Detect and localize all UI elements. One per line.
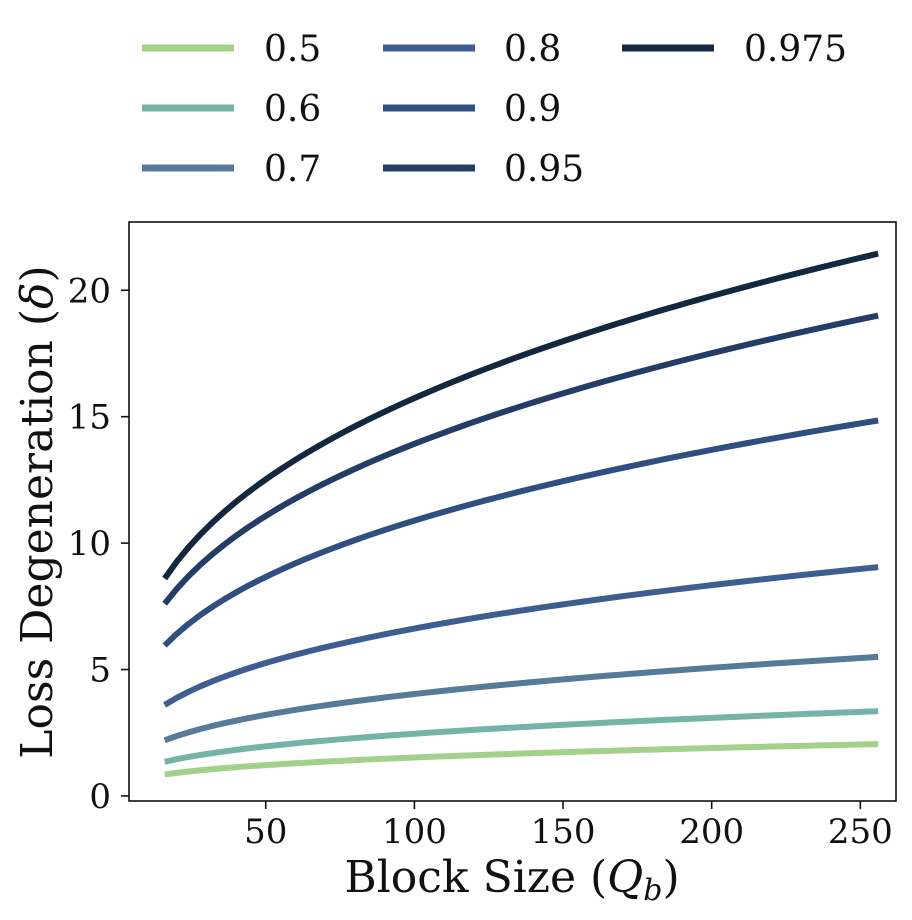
series-line-0.95 [162, 312, 879, 606]
series-line-0.8 [163, 564, 879, 708]
x-tick-label: 150 [531, 812, 596, 852]
legend-item: 0.7 [142, 149, 321, 190]
x-axis-label: Block Size (Qb) [344, 852, 679, 908]
legend-label: 0.5 [264, 29, 321, 70]
legend-label: 0.7 [264, 149, 321, 190]
y-axis: 0 5 10 15 20 [68, 271, 129, 817]
x-axis: 50 100 150 200 250 [244, 801, 893, 852]
series-line-0.9 [162, 417, 879, 648]
series-line-0.975 [162, 250, 879, 581]
series-line-0.6 [164, 708, 879, 765]
legend: 0.5 0.6 0.7 0.8 0.9 0.95 0.975 [142, 29, 847, 190]
x-tick-label: 50 [244, 812, 287, 852]
y-tick-label: 20 [68, 271, 111, 311]
legend-label: 0.9 [504, 89, 561, 130]
legend-item: 0.95 [383, 149, 584, 190]
x-tick-label: 250 [828, 812, 893, 852]
legend-item: 0.5 [142, 29, 321, 70]
y-tick-label: 0 [89, 777, 111, 817]
legend-label: 0.6 [264, 89, 321, 130]
series-line-0.5 [164, 741, 879, 778]
x-tick-label: 200 [679, 812, 744, 852]
y-tick-label: 10 [68, 524, 111, 564]
series-group [162, 250, 879, 778]
legend-label: 0.8 [504, 29, 561, 70]
y-axis-label: Loss Degeneration (δ) [12, 265, 63, 758]
legend-item: 0.8 [383, 29, 561, 70]
legend-label: 0.975 [744, 29, 847, 70]
legend-item: 0.9 [383, 89, 561, 130]
legend-item: 0.6 [142, 89, 321, 130]
y-tick-label: 15 [68, 398, 111, 438]
plot-frame [128, 221, 897, 802]
y-tick-label: 5 [89, 651, 111, 691]
series-line-0.7 [163, 653, 879, 744]
legend-item: 0.975 [622, 29, 847, 70]
x-tick-label: 100 [382, 812, 447, 852]
legend-label: 0.95 [504, 149, 584, 190]
